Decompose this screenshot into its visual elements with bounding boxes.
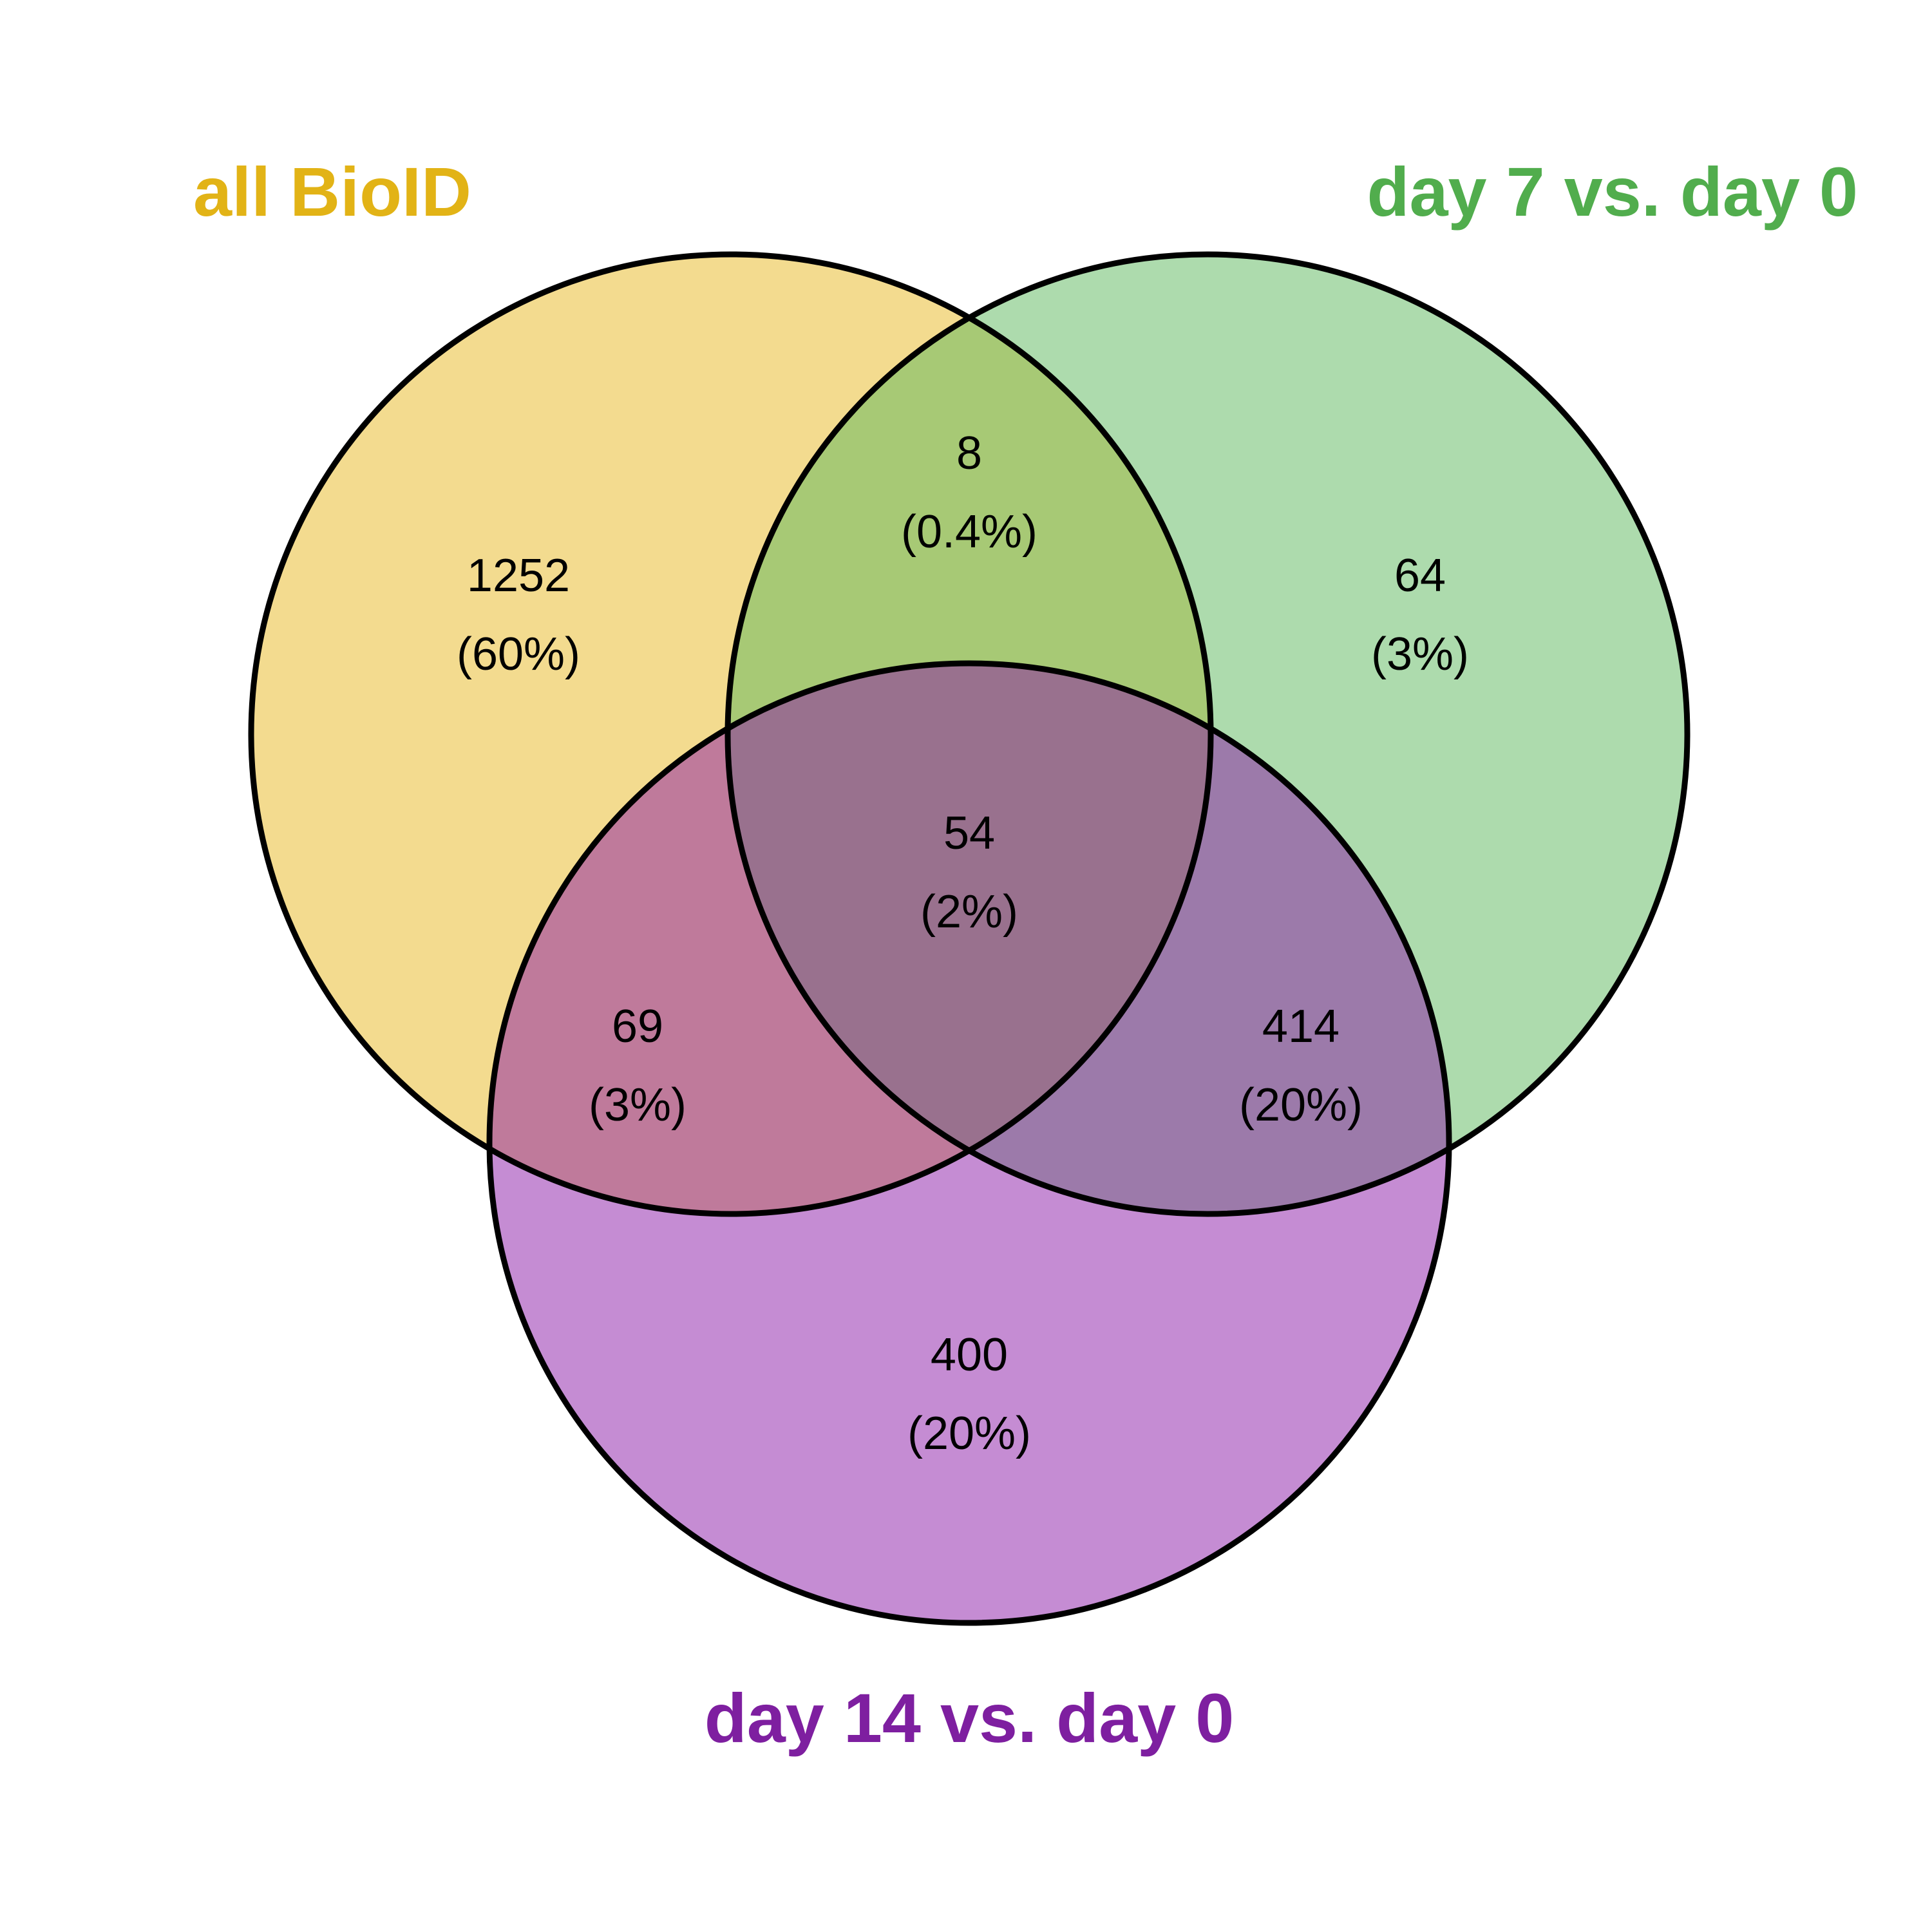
set-outline-all-bioid xyxy=(248,251,1214,1217)
set-outline-day14 xyxy=(486,660,1452,1626)
region-percent-day7-only: (3%) xyxy=(1371,629,1469,680)
set-outline-day7 xyxy=(724,251,1690,1217)
set-label-day14: day 14 vs. day 0 xyxy=(705,1679,1235,1757)
region-percent-all-three: (2%) xyxy=(920,886,1018,938)
region-count-all-bioid-day14: 69 xyxy=(612,1001,663,1052)
region-percent-all-bioid-only: (60%) xyxy=(457,629,580,680)
set-circle-day14 xyxy=(489,663,1449,1623)
region-count-day7-day14: 414 xyxy=(1262,1001,1340,1052)
region-count-day14-only: 400 xyxy=(931,1329,1008,1381)
region-count-all-bioid-only: 1252 xyxy=(467,550,570,601)
region-count-day7-only: 64 xyxy=(1394,550,1446,601)
region-count-all-bioid-day7: 8 xyxy=(956,428,982,479)
region-percent-day14-only: (20%) xyxy=(907,1408,1031,1459)
region-count-all-three: 54 xyxy=(943,808,995,859)
region-percent-all-bioid-day14: (3%) xyxy=(589,1079,687,1131)
set-label-day7: day 7 vs. day 0 xyxy=(1367,153,1859,231)
set-label-all-bioid: all BioID xyxy=(193,153,471,231)
region-percent-all-bioid-day7: (0.4%) xyxy=(901,506,1037,558)
region-percent-day7-day14: (20%) xyxy=(1239,1079,1363,1131)
